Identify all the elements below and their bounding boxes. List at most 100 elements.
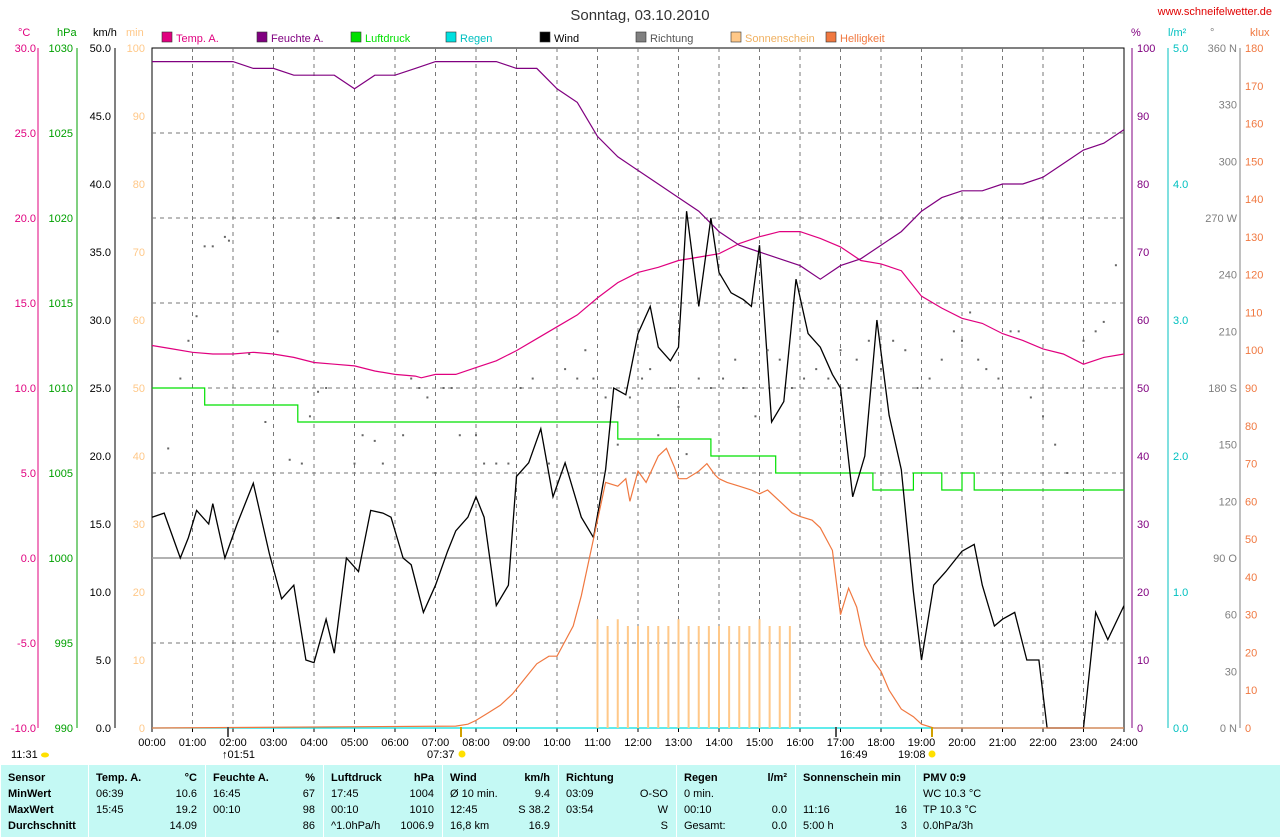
axis-tick-label: 80 — [1137, 179, 1149, 191]
direction-point — [677, 405, 680, 408]
axis-wind: 50.0 45.0 40.0 35.0 30.0 25.0 20.0 15.0 10.0 5.0 0… — [90, 27, 117, 735]
axis-tick-label: 20 — [1245, 647, 1257, 659]
direction-point — [564, 368, 567, 371]
direction-point — [300, 462, 303, 465]
direction-point — [288, 458, 291, 461]
legend-item: Regen — [445, 31, 492, 45]
stats-cell: 10.6 — [175, 788, 197, 800]
axis-tick-label: 20.0 — [15, 213, 36, 225]
axis-tick-label: 90 — [1245, 383, 1257, 395]
axis-tick-label: 10.0 — [15, 383, 36, 395]
direction-point — [916, 387, 919, 389]
x-tick-label: 16:00 — [786, 737, 814, 749]
axis-tick-label: 270 W — [1205, 213, 1237, 225]
direction-point — [855, 358, 858, 361]
axis-unit-label: klux — [1250, 27, 1270, 39]
direction-point — [1094, 330, 1097, 333]
stats-cell: % — [305, 772, 315, 784]
axis-tick-label: 40 — [1137, 451, 1149, 463]
direction-point — [1114, 264, 1117, 267]
stats-cell: Ø 10 min. — [450, 788, 498, 800]
stats-cell: 16 — [894, 804, 907, 816]
axis-tick-label: 100 — [127, 43, 145, 55]
stats-cell: 98 — [302, 804, 315, 816]
stats-cell: 16.9 — [528, 820, 550, 832]
axis-tick-label: 30 — [1245, 610, 1257, 622]
direction-point — [211, 245, 214, 248]
stats-cell: 1006.9 — [400, 820, 434, 832]
direction-point — [969, 311, 972, 314]
axis-tick-label: 10 — [1245, 685, 1257, 697]
axis-tick-label: 70 — [133, 247, 145, 259]
stats-cell: W — [657, 804, 668, 816]
axis-tick-label: 45.0 — [90, 111, 111, 123]
direction-point — [604, 396, 607, 399]
direction-point — [669, 387, 672, 389]
axis-unit-label: l/m² — [1168, 27, 1187, 39]
direction-point — [657, 434, 660, 437]
direction-point — [616, 443, 619, 446]
series-richtung — [167, 217, 1117, 474]
direction-point — [531, 377, 534, 380]
stats-cell: WC 10.3 °C — [923, 788, 982, 800]
axis-rain: 5.0 4.0 3.0 2.0 1.0 0.0 l/m² — [1167, 27, 1188, 735]
x-tick-label: 24:00 — [1110, 737, 1138, 749]
axis-tick-label: 1020 — [49, 213, 73, 225]
axis-tick-label: 60 — [1245, 496, 1257, 508]
stats-cell: MaxWert — [8, 804, 54, 816]
direction-point — [940, 358, 943, 361]
axis-tick-label: 180 — [1245, 43, 1263, 55]
direction-point — [248, 353, 251, 355]
axis-tick-label: 170 — [1245, 81, 1263, 93]
axis-tick-label: 995 — [55, 638, 73, 650]
axis-tick-label: 0.0 — [96, 723, 111, 735]
stats-cell: MinWert — [8, 788, 52, 800]
stats-cell: 14.09 — [169, 820, 197, 832]
stats-cell: 03:09 — [566, 788, 594, 800]
direction-point — [317, 390, 320, 393]
direction-point — [790, 387, 793, 389]
stats-cell: 5:00 h — [803, 820, 834, 832]
series-helligkeit — [151, 447, 1124, 729]
stats-cell: 1004 — [409, 788, 434, 800]
legend-swatch — [635, 31, 647, 43]
series-line — [152, 60, 1125, 280]
stats-cell: 19.2 — [175, 804, 197, 816]
direction-point — [402, 434, 405, 437]
stats-column: Sonnenschein min 11:16 16 5:00 h 3 — [795, 765, 915, 837]
stats-cell: 11:16 — [803, 804, 830, 816]
axis-tick-label: 50 — [1137, 383, 1149, 395]
axis-tick-label: 1025 — [49, 128, 73, 140]
direction-point — [722, 377, 725, 380]
x-tick-label: 23:00 — [1070, 737, 1098, 749]
x-tick-label: 18:00 — [867, 737, 895, 749]
direction-point — [928, 377, 931, 380]
axis-direction: 360 N 330 300 270 W 240 210 180 S 150 120 90 O 60 3… — [1205, 27, 1241, 735]
axis-tick-label: 150 — [1219, 440, 1237, 452]
axis-tick-label: 10 — [1137, 655, 1149, 667]
x-tick-label: 11:00 — [584, 737, 611, 749]
x-axis: 00:00 01:00 02:00 03:00 04:00 05:00 06:00 07:00… — [138, 728, 1138, 749]
stats-cell: 3 — [900, 820, 907, 832]
axis-tick-label: 210 — [1219, 326, 1237, 338]
axis-unit-label: °C — [18, 27, 30, 39]
axis-tick-label: 100 — [1137, 43, 1155, 55]
direction-point — [203, 245, 206, 248]
axis-tick-label: 180 S — [1208, 383, 1237, 395]
axis-tick-label: 70 — [1137, 247, 1149, 259]
sunrise-time: 07:37 — [427, 749, 455, 761]
direction-point — [592, 377, 595, 380]
x-tick-label: 00:00 — [138, 737, 166, 749]
axis-tick-label: 15.0 — [90, 519, 111, 531]
axis-unit-label: min — [126, 27, 144, 39]
direction-point — [803, 377, 806, 380]
x-tick-label: 17:00 — [827, 737, 855, 749]
direction-point — [264, 421, 267, 423]
direction-point — [458, 434, 461, 437]
direction-point — [434, 472, 437, 474]
axis-tick-label: 30.0 — [15, 43, 36, 55]
axis-tick-label: 25.0 — [90, 383, 111, 395]
direction-point — [584, 349, 587, 352]
direction-point — [223, 235, 226, 238]
